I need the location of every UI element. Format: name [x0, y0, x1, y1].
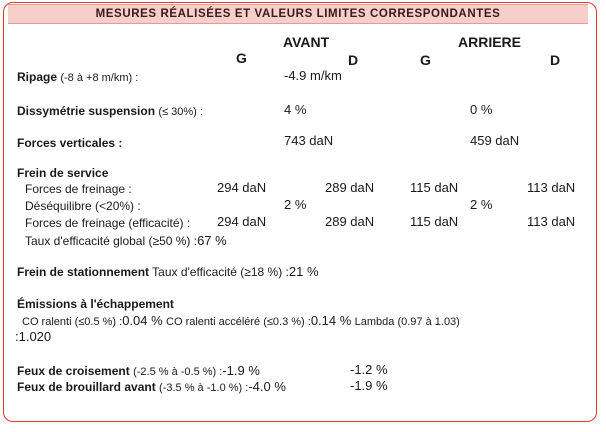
lambda-value: :1.020	[15, 329, 52, 344]
feux-croisement-d: -1.2 %	[350, 362, 388, 377]
frein-service-title: Frein de service	[17, 166, 109, 180]
feux-brouillard-range: (-3.5 % à -1.0 %) :	[159, 382, 249, 394]
co-accelere-label: CO ralenti accéléré (≤0.3 %) :	[166, 316, 311, 328]
header-g-avant: G	[236, 50, 247, 66]
section-title: MESURES RÉALISÉES ET VALEURS LIMITES COR…	[95, 8, 501, 20]
header-g-arriere: G	[420, 52, 431, 68]
forces-verticales-arriere: 459 daN	[470, 133, 520, 148]
emissions-row: CO ralenti (≤0.5 %) :0.04 % CO ralenti a…	[22, 314, 460, 329]
forces-freinage-ar-d: 113 daN	[527, 180, 576, 195]
feux-brouillard-label: Feux de brouillard avant	[17, 380, 156, 394]
feux-croisement-g: -1.9 %	[222, 363, 260, 378]
feux-brouillard-d: -1.9 %	[350, 378, 388, 393]
co-ralenti-value: 0.04 %	[122, 313, 163, 328]
frein-stationnement-label: Frein de stationnement	[17, 265, 150, 279]
dissymetrie-row: Dissymétrie suspension (≤ 30%) :	[17, 104, 203, 119]
emissions-title: Émissions à l'échappement	[17, 297, 174, 311]
dissymetrie-range: (≤ 30%) :	[158, 106, 203, 118]
header-d-avant: D	[348, 52, 359, 68]
co-ralenti-label: CO ralenti (≤0.5 %) :	[22, 316, 123, 328]
taux-efficacite-label: Taux d'efficacité global (≥50 %) :	[25, 234, 198, 248]
forces-verticales-avant: 743 daN	[284, 133, 334, 148]
dissymetrie-avant: 4 %	[284, 102, 307, 117]
co-accelere-value: 0.14 %	[310, 313, 352, 328]
ripage-row: Ripage (-8 à +8 m/km) :	[17, 70, 138, 85]
ripage-range: (-8 à +8 m/km) :	[60, 72, 139, 84]
feux-brouillard-g: -4.0 %	[248, 379, 286, 394]
desequilibre-label: Déséquilibre (<20%) :	[25, 199, 141, 213]
ripage-label: Ripage	[17, 70, 58, 84]
taux-efficacite-row: Taux d'efficacité global (≥50 %) :67 %	[25, 233, 227, 249]
dissymetrie-label: Dissymétrie suspension	[17, 104, 156, 118]
efficacite-ar-g: 115 daN	[410, 214, 459, 229]
frein-stationnement-value: 21 %	[288, 264, 319, 279]
feux-croisement-row: Feux de croisement (-2.5 % à -0.5 %) :-1…	[17, 364, 260, 379]
section-banner: MESURES RÉALISÉES ET VALEURS LIMITES COR…	[8, 4, 588, 24]
header-avant: AVANT	[283, 34, 330, 50]
desequilibre-arriere: 2 %	[470, 197, 493, 212]
efficacite-av-d: 289 daN	[325, 214, 375, 229]
forces-freinage-av-d: 289 daN	[325, 180, 375, 195]
efficacite-av-g: 294 daN	[217, 214, 267, 229]
efficacite-label: Forces de freinage (efficacité) :	[25, 216, 191, 230]
ripage-value: -4.9 m/km	[284, 68, 342, 83]
forces-freinage-label: Forces de freinage :	[25, 182, 132, 196]
forces-verticales-label: Forces verticales :	[17, 136, 123, 150]
feux-croisement-label: Feux de croisement	[17, 364, 130, 378]
efficacite-ar-d: 113 daN	[527, 214, 576, 229]
forces-freinage-av-g: 294 daN	[217, 180, 267, 195]
dissymetrie-arriere: 0 %	[470, 102, 493, 117]
feux-croisement-range: (-2.5 % à -0.5 %) :	[133, 366, 223, 378]
header-d-arriere: D	[550, 52, 561, 68]
feux-brouillard-row: Feux de brouillard avant (-3.5 % à -1.0 …	[17, 380, 286, 395]
lambda-label: Lambda (0.97 à 1.03)	[354, 316, 460, 328]
frein-stationnement-desc: Taux d'efficacité (≥18 %) :	[152, 265, 289, 279]
header-arriere: ARRIERE	[458, 34, 522, 50]
forces-freinage-ar-g: 115 daN	[410, 180, 459, 195]
frein-stationnement-row: Frein de stationnement Taux d'efficacité…	[17, 264, 319, 280]
taux-efficacite-value: 67 %	[197, 233, 227, 248]
report-frame	[3, 2, 597, 422]
desequilibre-avant: 2 %	[284, 197, 307, 212]
